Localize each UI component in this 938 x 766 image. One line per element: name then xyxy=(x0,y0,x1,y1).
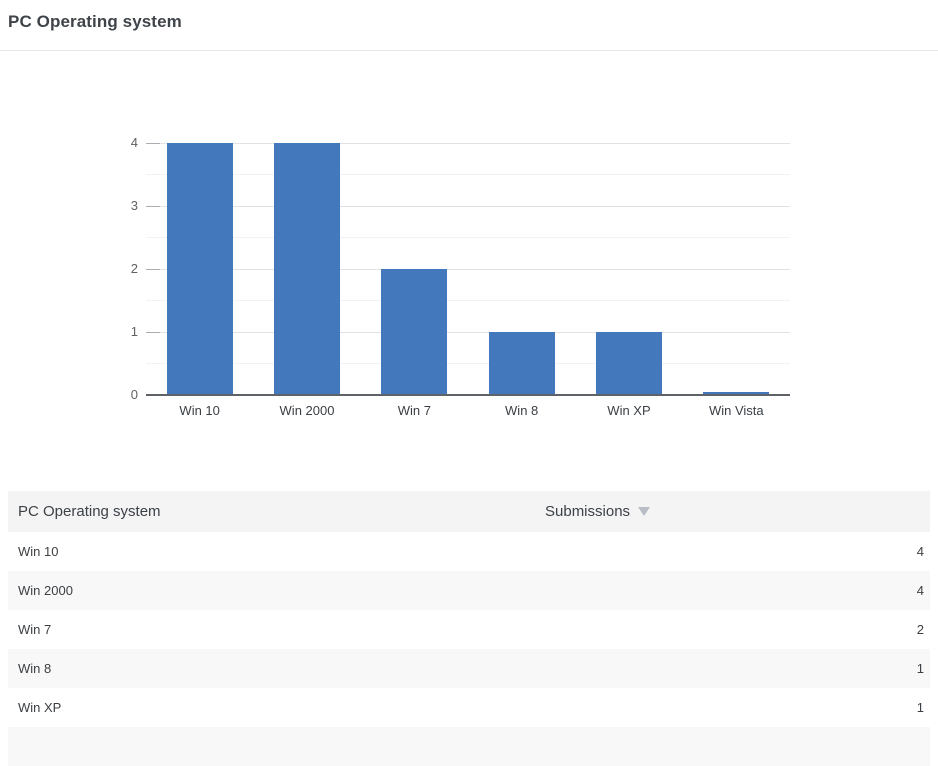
x-tick-label: Win 10 xyxy=(179,403,220,418)
y-tick-label: 1 xyxy=(130,324,138,339)
bar-win-xp xyxy=(595,332,662,395)
x-tick-label: Win XP xyxy=(607,403,651,418)
bar-slot xyxy=(146,143,253,395)
bar-win-10 xyxy=(166,143,233,395)
row-label: Win 7 xyxy=(18,622,52,637)
y-axis-tick xyxy=(146,205,160,207)
row-value: 1 xyxy=(916,661,924,676)
y-tick-label: 4 xyxy=(130,135,138,150)
y-axis-tick xyxy=(146,142,160,144)
column-header-submissions[interactable]: Submissions xyxy=(545,491,651,532)
gridline-minor xyxy=(146,363,790,364)
table-header: PC Operating system Submissions xyxy=(8,491,930,532)
bar-win-2000 xyxy=(273,143,340,395)
gridline-minor xyxy=(146,237,790,238)
x-tick-label: Win 2000 xyxy=(279,403,335,418)
row-label: Win 2000 xyxy=(18,583,73,598)
column-header-question[interactable]: PC Operating system xyxy=(18,503,161,520)
y-axis-tick xyxy=(146,331,160,333)
x-tick-label: Win 7 xyxy=(397,403,431,418)
row-label: Win XP xyxy=(18,700,62,715)
row-label: Win 10 xyxy=(18,544,59,559)
table-body: Win 10 4 Win 2000 4 Win 7 2 Win 8 1 Win XP 1 xyxy=(8,532,930,727)
gridline-major xyxy=(146,205,790,207)
gridline-minor xyxy=(146,300,790,301)
table-row: Win XP 1 xyxy=(8,688,930,727)
row-label: Win 8 xyxy=(18,661,52,676)
table-row: Win 10 4 xyxy=(8,532,930,571)
y-tick-label: 2 xyxy=(130,261,138,276)
row-value: 1 xyxy=(916,700,924,715)
gridline-minor xyxy=(146,174,790,175)
title-divider xyxy=(0,50,938,51)
gridline-major xyxy=(146,268,790,270)
y-axis-tick xyxy=(146,268,160,270)
bar-win-vista xyxy=(703,392,770,395)
x-axis-baseline xyxy=(146,394,790,396)
sort-desc-icon xyxy=(638,507,651,516)
table-row: Win 7 2 xyxy=(8,610,930,649)
bar-slot xyxy=(468,143,575,395)
x-tick-label: Win 8 xyxy=(505,403,539,418)
y-tick-label: 3 xyxy=(130,198,138,213)
chart-bars xyxy=(146,143,790,395)
table-row: Win 2000 4 xyxy=(8,571,930,610)
row-value: 4 xyxy=(916,544,924,559)
bar-slot xyxy=(361,143,468,395)
page-title: PC Operating system xyxy=(8,12,182,31)
x-tick-label: Win Vista xyxy=(708,403,764,418)
y-tick-label: 0 xyxy=(130,387,138,402)
bar-slot xyxy=(683,143,790,395)
bar-slot xyxy=(575,143,682,395)
row-value: 4 xyxy=(916,583,924,598)
row-value: 2 xyxy=(916,622,924,637)
submissions-table: PC Operating system Submissions Win 10 4 W… xyxy=(8,491,930,766)
bar-slot xyxy=(253,143,360,395)
gridline-major xyxy=(146,142,790,144)
y-axis: 0 1 2 3 4 xyxy=(98,135,138,402)
gridline-major xyxy=(146,331,790,333)
bar-win-8 xyxy=(488,332,555,395)
chart-plot xyxy=(146,142,790,396)
table-row: Win 8 1 xyxy=(8,649,930,688)
bar-win-7 xyxy=(381,269,448,395)
x-axis: Win 10 Win 2000 Win 7 Win 8 Win XP Win Vista xyxy=(146,403,790,419)
table-row-partial xyxy=(8,727,930,766)
column-header-submissions-label: Submissions xyxy=(545,503,631,520)
